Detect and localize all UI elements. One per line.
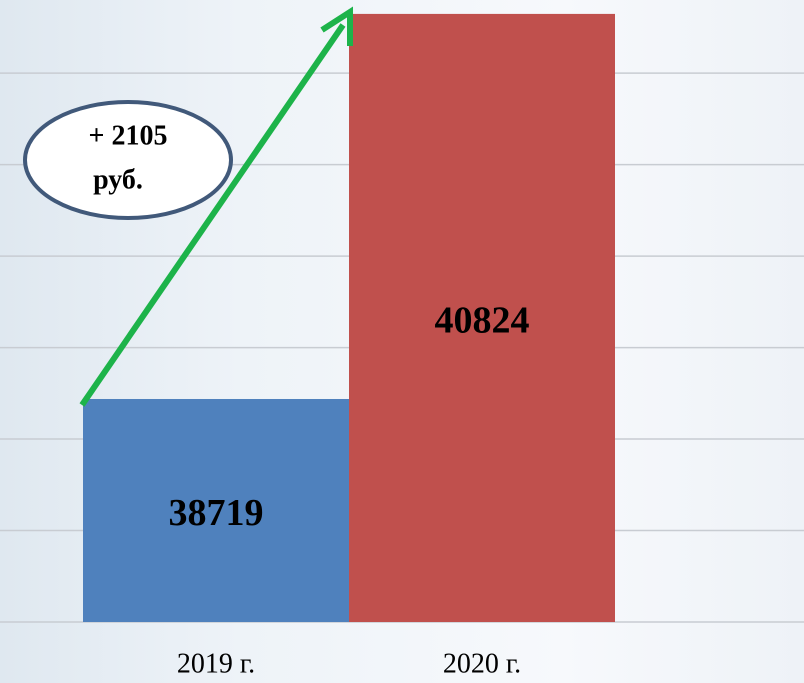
annotation-line: руб. [93,164,143,195]
data-label: 38719 [169,492,264,534]
trend-arrow [79,23,346,407]
bar [349,13,615,623]
data-label: 40824 [435,300,530,342]
x-tick-label: 2019 г. [177,648,255,679]
bars: 38719 40824 [83,13,615,623]
x-tick-label: 2020 г. [443,648,521,679]
annotation-bubble [23,100,233,220]
bar [83,398,349,622]
arrow-head [320,6,353,46]
annotation-line: + 2105 [89,120,168,151]
